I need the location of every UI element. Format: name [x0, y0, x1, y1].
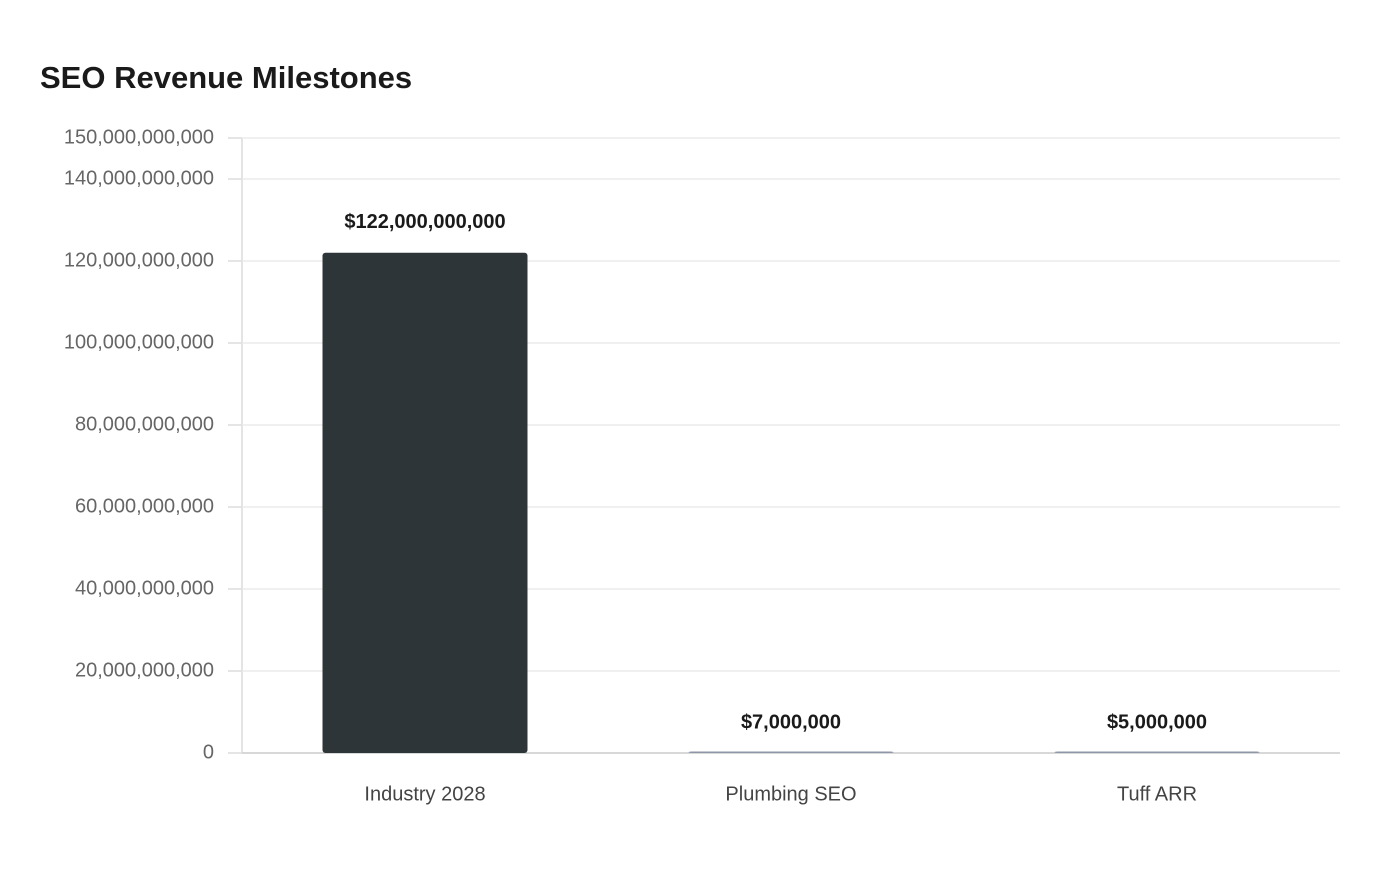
- y-tick-label: 100,000,000,000: [64, 331, 214, 353]
- value-label: $5,000,000: [1107, 711, 1207, 733]
- value-label: $122,000,000,000: [344, 211, 505, 233]
- chart-title: SEO Revenue Milestones: [40, 60, 412, 95]
- x-tick-label: Plumbing SEO: [725, 783, 856, 805]
- y-tick-label: 120,000,000,000: [64, 249, 214, 271]
- y-tick-label: 20,000,000,000: [75, 659, 214, 681]
- x-tick-label: Tuff ARR: [1117, 783, 1197, 805]
- value-label: $7,000,000: [741, 711, 841, 733]
- y-tick-label: 60,000,000,000: [75, 495, 214, 517]
- y-tick-label: 40,000,000,000: [75, 577, 214, 599]
- x-tick-label: Industry 2028: [364, 783, 485, 805]
- y-tick-label: 150,000,000,000: [64, 126, 214, 148]
- bar: [688, 751, 894, 753]
- y-tick-label: 0: [203, 741, 214, 763]
- y-tick-label: 140,000,000,000: [64, 167, 214, 189]
- bar: [322, 252, 528, 754]
- bar: [1054, 751, 1260, 753]
- y-tick-label: 80,000,000,000: [75, 413, 214, 435]
